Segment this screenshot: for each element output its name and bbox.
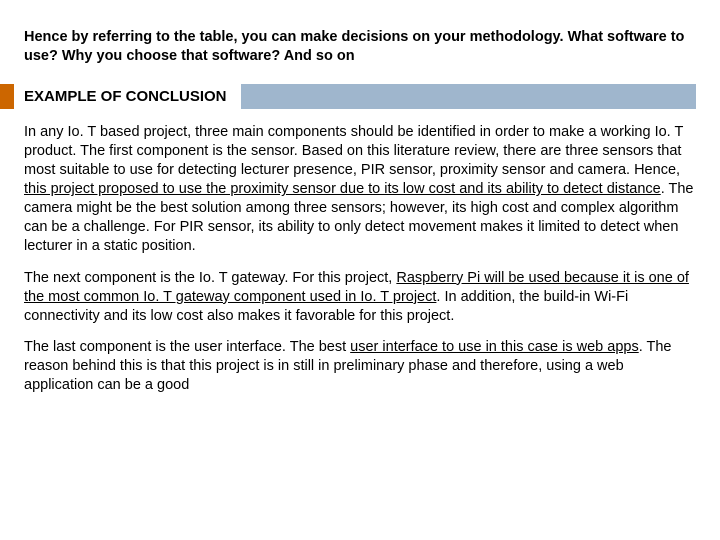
p2-pre: The next component is the Io. T gateway.… [24, 270, 396, 286]
paragraph-2: The next component is the Io. T gateway.… [24, 269, 696, 326]
section-heading: EXAMPLE OF CONCLUSION [14, 84, 241, 109]
body-text: In any Io. T based project, three main c… [24, 123, 696, 396]
slide-page: Hence by referring to the table, you can… [0, 0, 720, 417]
p3-pre: The last component is the user interface… [24, 339, 350, 355]
heading-row: EXAMPLE OF CONCLUSION [0, 84, 696, 109]
p3-underline: user interface to use in this case is we… [350, 339, 639, 355]
heading-background-bar [241, 84, 696, 109]
paragraph-3: The last component is the user interface… [24, 338, 696, 395]
paragraph-1: In any Io. T based project, three main c… [24, 123, 696, 257]
intro-text: Hence by referring to the table, you can… [24, 28, 696, 66]
p1-underline: this project proposed to use the proximi… [24, 181, 661, 197]
p1-pre: In any Io. T based project, three main c… [24, 124, 683, 178]
accent-bar [0, 84, 14, 109]
